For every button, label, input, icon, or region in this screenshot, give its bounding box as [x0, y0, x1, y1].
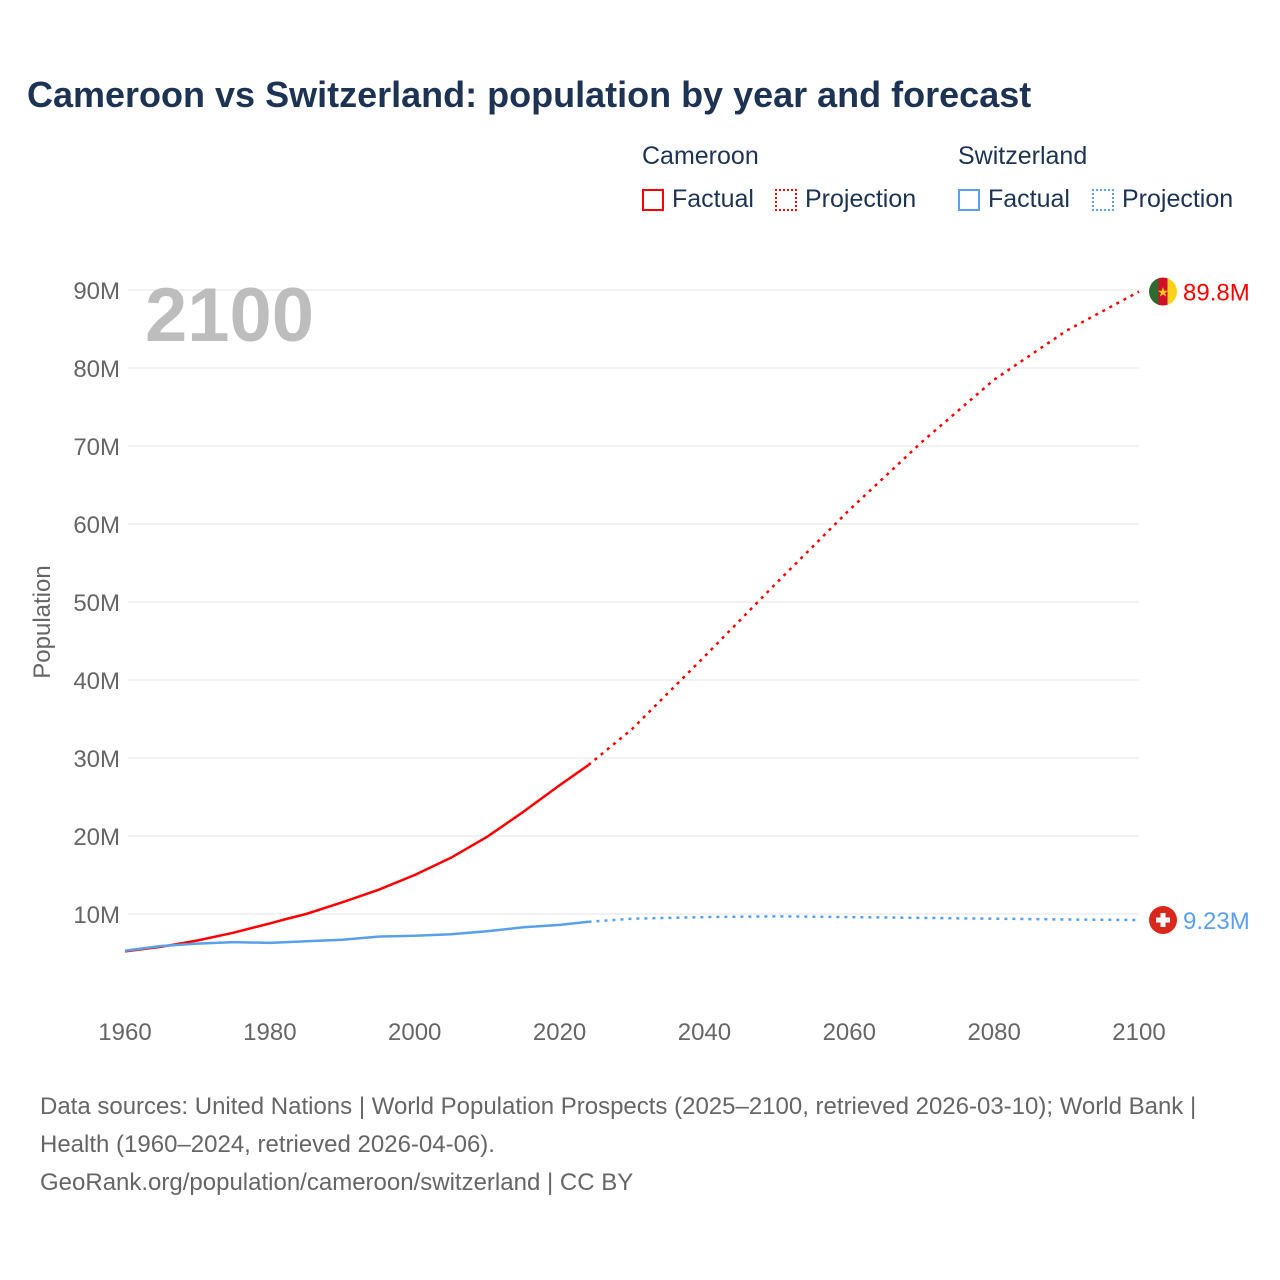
legend-label: Projection: [1122, 185, 1234, 213]
source-line: Data sources: United Nations | World Pop…: [40, 1093, 1197, 1158]
switzerland-factual-line: [124, 920, 589, 952]
legend-group-cameroon: Cameroon: [642, 142, 759, 170]
y-tick-label: 40M: [73, 668, 120, 695]
x-tick-label: 2100: [1112, 1019, 1165, 1046]
cameroon-factual-line: [124, 763, 590, 953]
x-tick-label: 1960: [98, 1019, 151, 1046]
switzerland-end-value-label: 9.23M: [1183, 908, 1250, 935]
legend-label: Factual: [988, 185, 1070, 213]
y-axis-label: Population: [29, 565, 56, 678]
y-tick-label: 90M: [73, 278, 120, 305]
chart-title: Cameroon vs Switzerland: population by y…: [27, 74, 1032, 115]
switzerland-flag-icon: [1149, 906, 1177, 935]
y-tick-label: 60M: [73, 512, 120, 539]
legend-label: Projection: [805, 185, 917, 213]
legend-swatch-solid: [642, 188, 664, 211]
y-tick-label: 10M: [73, 902, 120, 929]
y-tick-label: 80M: [73, 356, 120, 383]
legend-cameroon-projection[interactable]: Projection: [775, 185, 916, 214]
x-tick-label: 2040: [678, 1019, 731, 1046]
legend-cameroon-factual[interactable]: Factual: [642, 185, 754, 214]
x-tick-label: 2060: [823, 1019, 876, 1046]
source-note: Data sources: United Nations | World Pop…: [40, 1088, 1240, 1202]
legend-label: Factual: [672, 185, 754, 213]
cameroon-projection-line: [587, 290, 1140, 766]
cameroon-end-value-label: 89.8M: [1183, 280, 1250, 307]
legend-switzerland-factual[interactable]: Factual: [958, 185, 1070, 214]
legend-swatch-dotted: [1092, 188, 1114, 211]
x-tick-label: 2000: [388, 1019, 441, 1046]
x-tick-label: 2080: [967, 1019, 1020, 1046]
y-tick-label: 50M: [73, 590, 120, 617]
legend-swatch-solid: [958, 188, 980, 211]
legend-group-switzerland: Switzerland: [958, 142, 1088, 170]
y-tick-label: 70M: [73, 434, 120, 461]
legend-switzerland-projection[interactable]: Projection: [1092, 185, 1233, 214]
svg-text:★: ★: [1157, 285, 1169, 300]
y-tick-label: 20M: [73, 824, 120, 851]
cameroon-flag-icon: ★: [1149, 277, 1177, 306]
switzerland-projection-line: [588, 915, 1140, 924]
source-link[interactable]: GeoRank.org/population/cameroon/switzerl…: [40, 1169, 634, 1196]
y-tick-label: 30M: [73, 746, 120, 773]
year-label: 2100: [145, 273, 315, 358]
x-tick-label: 1980: [243, 1019, 296, 1046]
legend-swatch-dotted: [775, 188, 797, 211]
x-tick-label: 2020: [533, 1019, 586, 1046]
